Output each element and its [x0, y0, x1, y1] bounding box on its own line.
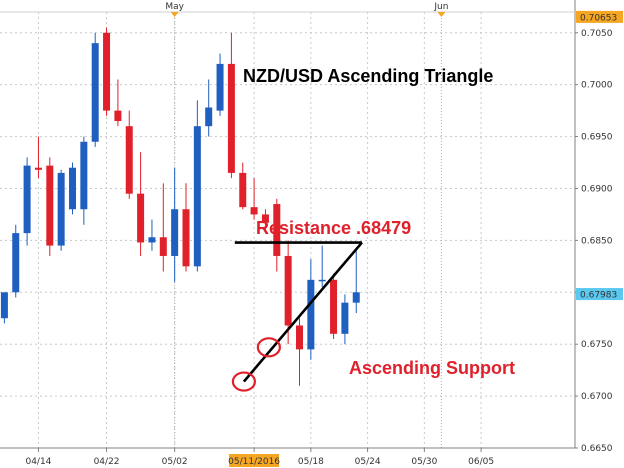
candle-body	[34, 167, 42, 170]
touch-point-circle	[256, 337, 281, 358]
candle-body	[284, 255, 292, 326]
candle-body	[307, 279, 315, 350]
x-tick-label: 06/05	[468, 457, 494, 467]
touch-point-circle	[231, 371, 256, 392]
candle-body	[193, 126, 201, 267]
x-tick-label: 05/18	[298, 457, 324, 467]
y-tick-label: 0.7000	[581, 81, 613, 91]
resistance-label: Resistance .68479	[256, 218, 411, 238]
price-tag-label: 0.67983	[580, 291, 617, 301]
candle-body	[296, 325, 303, 350]
candle-body	[250, 207, 258, 215]
candle-body	[91, 43, 99, 142]
month-label: May	[165, 2, 184, 12]
price-tag-box	[576, 10, 623, 23]
candle-body	[239, 172, 247, 208]
candlestick-series	[0, 27, 360, 386]
candle-body	[352, 292, 360, 303]
price-tag-box	[576, 288, 623, 301]
pattern-annotations	[231, 241, 363, 392]
y-tick-label: 0.6850	[581, 236, 613, 246]
candle-body	[261, 214, 269, 223]
x-tick-label: 05/24	[355, 457, 381, 467]
candle-body	[341, 302, 349, 334]
candle-body	[0, 292, 8, 319]
candle-body	[57, 172, 65, 246]
candle-body	[103, 32, 111, 111]
month-marker-triangle	[170, 12, 179, 17]
y-tick-label: 0.6650	[581, 444, 613, 454]
candle-body	[171, 209, 179, 256]
y-tick-label: 0.6750	[581, 340, 613, 350]
ascending-support-line	[242, 241, 363, 383]
candle-body	[273, 204, 281, 256]
candle-body	[148, 237, 156, 243]
y-tick-label: 0.6950	[581, 133, 613, 143]
candle-body	[23, 165, 31, 234]
x-tick-label: 05/11/2016	[228, 457, 280, 467]
candle-body	[318, 279, 326, 282]
x-tick-label: 04/14	[25, 457, 51, 467]
month-label: Jun	[433, 2, 448, 12]
candle-body	[137, 193, 145, 243]
candle-body	[46, 165, 54, 246]
ascending-support-label: Ascending Support	[349, 358, 515, 378]
chart-title: NZD/USD Ascending Triangle	[243, 66, 493, 86]
candle-body	[80, 141, 88, 210]
candle-body	[182, 209, 190, 267]
y-tick-label: 0.7050	[581, 29, 613, 39]
candle-body	[69, 167, 76, 210]
candle-body	[125, 126, 133, 194]
x-tick-label: 05/02	[162, 457, 188, 467]
y-tick-label: 0.6900	[581, 184, 613, 194]
candle-body	[205, 107, 213, 127]
candle-body	[12, 233, 20, 293]
x-tick-label: 05/30	[411, 457, 437, 467]
candle-body	[330, 279, 338, 334]
x-tick-label: 04/22	[94, 457, 120, 467]
candle-body	[114, 110, 122, 121]
candle-body	[216, 63, 224, 111]
candle-body	[159, 237, 167, 256]
x-tick-highlight-box	[229, 454, 280, 467]
candle-body	[227, 63, 235, 173]
y-tick-label: 0.6700	[581, 392, 613, 402]
price-tag-label: 0.70653	[580, 13, 617, 23]
month-marker-triangle	[437, 12, 446, 17]
